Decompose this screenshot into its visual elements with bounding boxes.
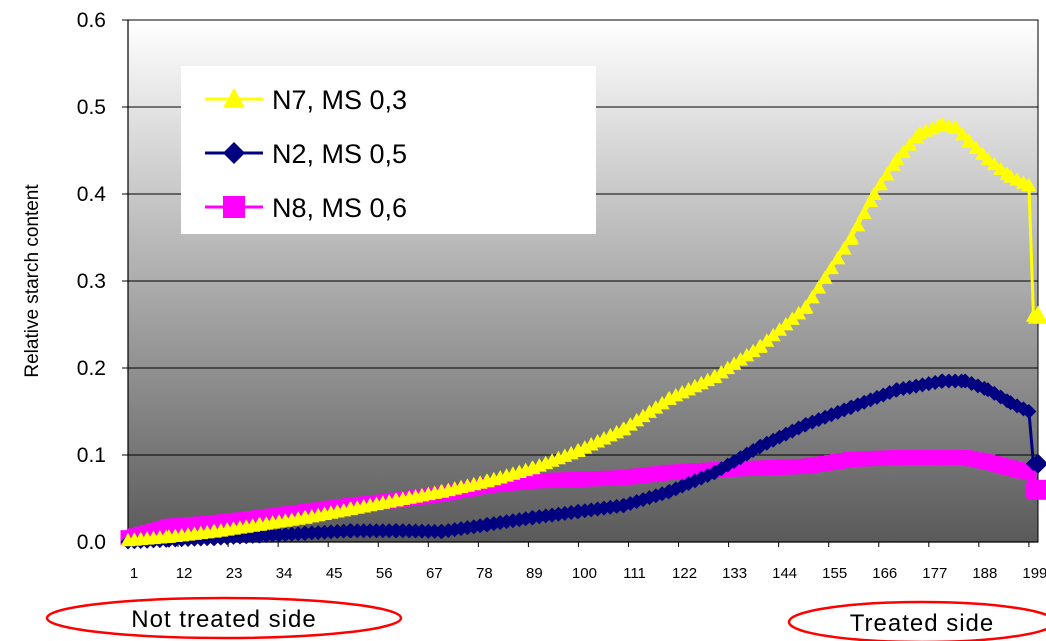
- data-point: [1021, 177, 1037, 192]
- data-point: [823, 260, 839, 275]
- data-point: [804, 289, 820, 304]
- data-point: [732, 352, 748, 366]
- x-tick-label: 122: [672, 565, 697, 582]
- data-point: [641, 404, 657, 418]
- x-tick-labels: 1 12 23 34 45 56 67 78 89 100 111 122 133 144 155 166 17…: [130, 565, 1046, 582]
- x-tick-label: 100: [572, 565, 597, 582]
- y-tick-label: 0.4: [77, 183, 107, 206]
- legend-item-n2: N2, MS 0,5: [205, 139, 407, 169]
- annotation-right-text: Treated side: [850, 610, 995, 637]
- x-tick-label: 1: [130, 565, 138, 582]
- data-point: [616, 421, 632, 435]
- data-point: [902, 137, 918, 151]
- annotation-right: Treated side: [787, 600, 1046, 641]
- data-point: [968, 140, 984, 154]
- data-point: [889, 151, 905, 166]
- x-tick-label: 188: [972, 565, 997, 582]
- y-tick-label: 0.6: [77, 9, 106, 32]
- y-tick-label: 0.2: [77, 357, 106, 380]
- data-point: [713, 364, 729, 379]
- x-tick-label: 89: [526, 565, 543, 582]
- series-layer: [120, 116, 1046, 550]
- x-tick-label: 34: [276, 565, 293, 582]
- x-tick-label: 111: [623, 565, 646, 582]
- legend-item-n8: N8, MS 0,6: [205, 193, 407, 223]
- x-tick-label: 133: [722, 565, 747, 582]
- x-tick-label: 155: [822, 565, 847, 582]
- x-tick-label: 199: [1022, 565, 1046, 582]
- legend-label: N7, MS 0,3: [272, 85, 407, 115]
- x-tick-label: 45: [326, 565, 343, 582]
- data-point: [654, 395, 670, 410]
- legend-label: N2, MS 0,5: [272, 139, 407, 169]
- data-point: [648, 400, 664, 414]
- data-point: [856, 205, 872, 220]
- data-point: [720, 360, 736, 375]
- data-point: [948, 120, 964, 134]
- x-tick-label: 67: [426, 565, 443, 582]
- legend-label: N8, MS 0,6: [272, 193, 407, 223]
- data-point: [830, 250, 846, 265]
- x-tick-label: 177: [922, 565, 947, 582]
- annotation-right-ellipse: [787, 600, 1046, 641]
- data-point: [798, 299, 814, 314]
- y-tick-label: 0.0: [77, 531, 106, 554]
- data-point: [895, 144, 911, 158]
- legend-item-n7: N7, MS 0,3: [205, 85, 407, 115]
- x-tick-label: 144: [772, 565, 797, 582]
- legend-swatch-marker: [223, 142, 245, 164]
- data-point: [817, 270, 833, 284]
- y-tick-label: 0.5: [77, 96, 106, 119]
- data-point: [836, 241, 852, 255]
- data-point: [962, 134, 978, 148]
- y-tick-label: 0.3: [77, 270, 106, 293]
- x-tick-label: 23: [226, 565, 243, 582]
- data-point: [635, 408, 651, 423]
- y-tick-label: 0.1: [77, 444, 106, 467]
- x-tick-label: 12: [176, 565, 193, 582]
- data-point: [879, 167, 895, 181]
- data-point-end: [1028, 479, 1046, 500]
- data-point: [850, 217, 866, 232]
- y-tick-labels: 0.0 0.1 0.2 0.3 0.4 0.5 0.6: [77, 9, 107, 554]
- data-point: [745, 343, 761, 358]
- data-point: [811, 280, 827, 294]
- data-point-end: [1028, 453, 1046, 474]
- data-point: [843, 230, 859, 244]
- annotation-left-text: Not treated side: [131, 606, 316, 633]
- legend-swatch-marker: [223, 196, 245, 218]
- data-point: [873, 176, 889, 191]
- series-n7: [120, 116, 1046, 547]
- x-tick-label: 166: [872, 565, 897, 582]
- data-point: [866, 186, 882, 200]
- x-tick-label: 78: [476, 565, 493, 582]
- data-point: [1021, 404, 1037, 419]
- y-axis-title: Relative starch content: [22, 184, 43, 378]
- data-point: [954, 126, 970, 141]
- data-point: [707, 369, 723, 383]
- legend-swatch-marker: [223, 88, 245, 108]
- data-point: [726, 356, 742, 370]
- x-tick-label: 56: [376, 565, 393, 582]
- data-point: [739, 347, 755, 362]
- annotation-left: Not treated side: [45, 596, 403, 640]
- annotation-left-ellipse: [45, 596, 403, 640]
- data-point: [863, 193, 879, 207]
- legend: N7, MS 0,3 N2, MS 0,5 N8, MS 0,6: [181, 66, 596, 234]
- data-point-end: [1028, 305, 1046, 324]
- data-point: [629, 412, 645, 427]
- data-point: [622, 417, 638, 431]
